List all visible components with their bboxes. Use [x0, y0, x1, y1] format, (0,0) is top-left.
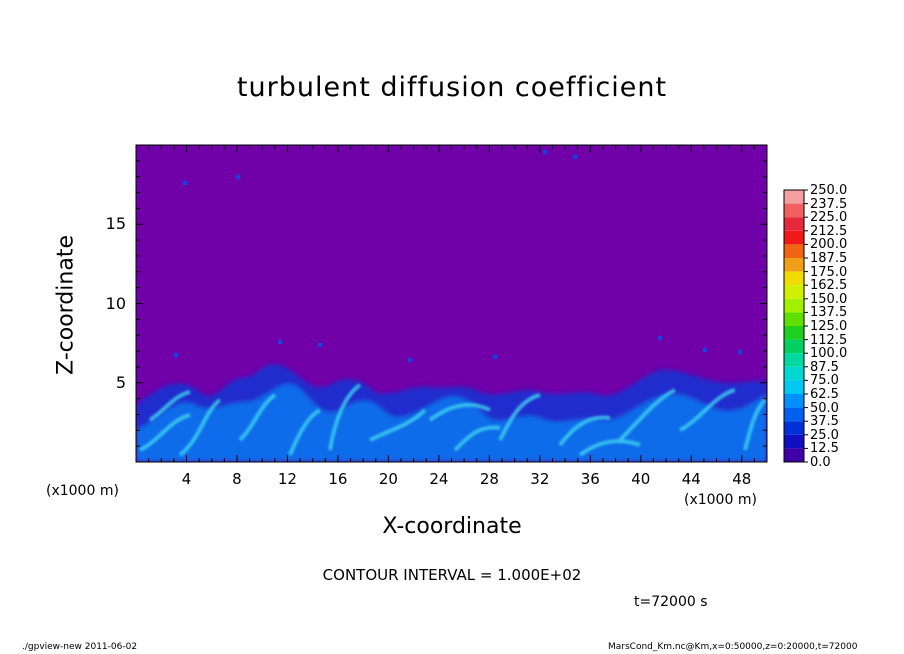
colorbar-swatch — [784, 190, 804, 204]
colorbar-label: 212.5 — [810, 223, 848, 239]
footer-left: ./gpview-new 2011-06-02 — [22, 642, 138, 652]
x-tick-label: 40 — [631, 470, 651, 488]
footer-right: MarsCond_Km.nc@Km,x=0:50000,z=0:20000,t=… — [608, 642, 858, 652]
x-tick-label: 24 — [429, 470, 449, 488]
field-streak — [618, 388, 676, 442]
colorbar-swatch — [784, 434, 804, 449]
contour-interval-note: CONTOUR INTERVAL = 1.000E+02 — [322, 566, 582, 584]
colorbar-swatch — [784, 203, 804, 218]
x-axis-unit-right: (x1000 m) — [684, 492, 757, 508]
colorbar-swatch — [784, 312, 804, 326]
y-tick-label: 15 — [105, 214, 126, 234]
colorbar-label: 112.5 — [810, 332, 848, 348]
field-speck — [277, 339, 283, 345]
field-streak — [148, 390, 191, 422]
colorbar-swatch — [784, 285, 804, 299]
colorbar-label: 237.5 — [810, 196, 848, 212]
field-speck — [542, 149, 548, 155]
field-streak — [428, 402, 491, 422]
colorbar-label: 100.0 — [810, 346, 848, 362]
field-streak — [238, 393, 277, 442]
x-tick-label: 20 — [378, 470, 398, 488]
chart-title: turbulent diffusion coefficient — [236, 72, 668, 103]
x-tick-label: 4 — [181, 470, 192, 488]
x-axis-unit-left: (x1000 m) — [46, 483, 119, 499]
field-streak — [288, 408, 322, 456]
field-speck — [572, 154, 578, 160]
field-streak — [178, 398, 222, 457]
x-tick-label: 36 — [580, 470, 600, 488]
field-streak — [139, 413, 191, 452]
colorbar-swatch — [784, 230, 804, 245]
time-note: t=72000 s — [634, 594, 708, 610]
x-tick-label: 12 — [277, 470, 297, 488]
colorbar-swatch — [784, 339, 804, 354]
field-streak — [578, 439, 641, 457]
field-streak — [498, 393, 541, 441]
colorbar-swatch — [784, 353, 804, 367]
x-tick-label: 8 — [232, 470, 242, 488]
field-speck — [235, 174, 241, 180]
colorbar-swatch — [784, 258, 804, 272]
field-streak — [453, 425, 501, 452]
colorbar-swatch — [784, 394, 804, 408]
colorbar-label: 62.5 — [810, 387, 839, 402]
colorbar-label: 200.0 — [810, 237, 848, 253]
field-streak — [679, 388, 736, 432]
colorbar-swatch — [784, 244, 804, 258]
field-speck — [173, 352, 179, 358]
colorbar-swatch — [784, 448, 804, 462]
x-tick-label: 48 — [732, 470, 752, 488]
colorbar-label: 37.5 — [810, 414, 839, 430]
colorbar-label: 162.5 — [810, 278, 848, 294]
y-axis-ticks — [136, 160, 767, 447]
field-speck — [737, 349, 743, 355]
colorbar-label: 150.0 — [810, 291, 848, 307]
y-tick-label: 10 — [105, 293, 126, 313]
field-speck — [702, 347, 708, 353]
colorbar-swatch — [784, 326, 804, 340]
x-tick-label: 16 — [328, 470, 348, 488]
colorbar-label: 175.0 — [810, 264, 848, 280]
colorbar-swatch — [784, 217, 804, 231]
y-axis-label: Z-coordinate — [53, 235, 79, 375]
x-axis-ticks — [148, 145, 755, 462]
y-tick-label: 5 — [115, 372, 126, 392]
colorbar-label: 87.5 — [810, 359, 839, 375]
x-tick-label: 44 — [681, 470, 701, 488]
x-axis-label: X-coordinate — [382, 514, 522, 539]
colorbar-swatch — [784, 298, 804, 313]
colorbar-label: 125.0 — [810, 319, 848, 334]
field-speck — [407, 357, 413, 363]
field-streak — [328, 383, 362, 451]
colorbar-label: 12.5 — [810, 441, 839, 457]
colorbar-label: 225.0 — [810, 210, 848, 226]
field-streaks — [139, 383, 767, 457]
field-speck — [657, 335, 663, 341]
field-speck — [492, 354, 498, 360]
field-speck — [182, 180, 188, 186]
colorbar-swatch — [784, 380, 804, 394]
colorbar-swatch — [784, 366, 804, 381]
field-speck — [317, 342, 323, 348]
colorbar-label: 25.0 — [810, 427, 839, 443]
colorbar-label: 187.5 — [810, 251, 848, 266]
x-tick-label: 28 — [479, 470, 499, 488]
field-streak — [558, 415, 611, 447]
colorbar-swatch — [784, 421, 804, 435]
colorbar-label: 137.5 — [810, 305, 848, 321]
heatmap-field — [136, 145, 767, 462]
field-streak — [743, 398, 767, 451]
colorbar-swatch — [784, 407, 804, 422]
colorbar-label: 75.0 — [810, 373, 839, 389]
colorbar-swatch — [784, 271, 804, 286]
colorbar — [783, 189, 808, 463]
colorbar-label: 250.0 — [810, 183, 848, 198]
x-tick-label: 32 — [530, 470, 550, 488]
colorbar-label: 50.0 — [810, 400, 839, 416]
colorbar-label: 0.0 — [810, 455, 831, 470]
field-streak — [369, 408, 427, 442]
